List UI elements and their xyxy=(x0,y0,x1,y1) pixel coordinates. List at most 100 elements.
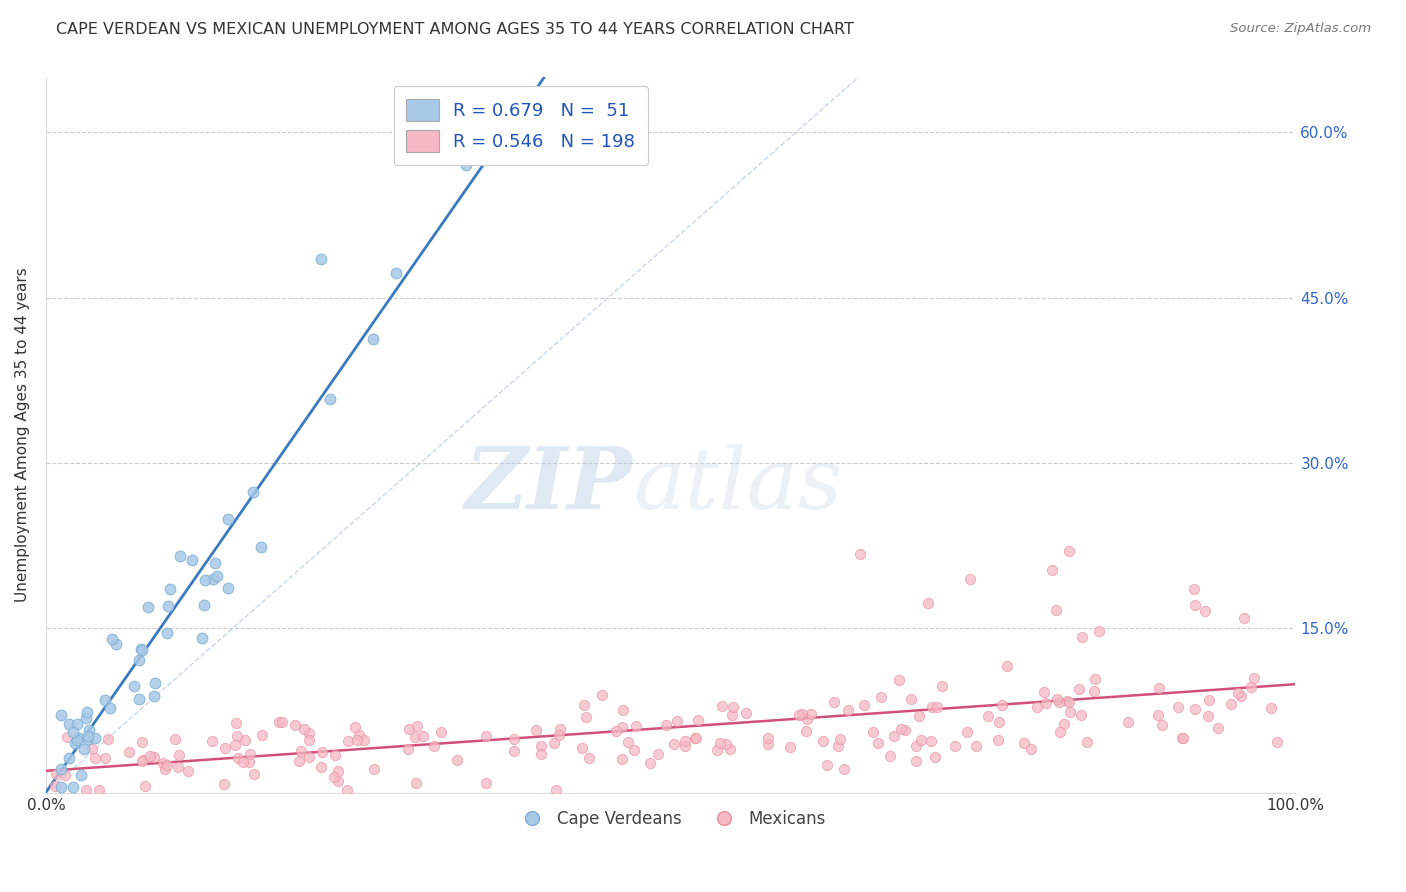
Point xyxy=(889,673,911,687)
Point xyxy=(572,698,595,712)
Point xyxy=(1233,611,1256,625)
Point xyxy=(311,745,333,759)
Point xyxy=(1243,671,1265,685)
Point xyxy=(907,708,929,723)
Point xyxy=(686,713,709,727)
Point xyxy=(84,731,107,746)
Point xyxy=(1146,708,1168,723)
Point xyxy=(217,581,239,595)
Point xyxy=(662,737,685,751)
Point xyxy=(322,770,344,784)
Point xyxy=(987,714,1010,729)
Text: ZIP: ZIP xyxy=(465,443,633,527)
Point xyxy=(153,762,176,776)
Point xyxy=(502,731,524,746)
Point xyxy=(87,783,110,797)
Point xyxy=(890,722,912,736)
Point xyxy=(238,756,260,770)
Point xyxy=(879,749,901,764)
Point xyxy=(924,749,946,764)
Point xyxy=(101,632,124,646)
Point xyxy=(405,776,427,790)
Point xyxy=(869,690,891,704)
Point xyxy=(167,747,190,762)
Point xyxy=(543,736,565,750)
Point xyxy=(578,751,600,765)
Point xyxy=(128,691,150,706)
Point xyxy=(353,733,375,747)
Point xyxy=(640,756,662,771)
Point xyxy=(1184,701,1206,715)
Point xyxy=(756,737,779,751)
Point xyxy=(673,739,696,753)
Point xyxy=(544,783,567,797)
Point xyxy=(143,676,166,690)
Point xyxy=(1070,707,1092,722)
Point xyxy=(1019,742,1042,756)
Point xyxy=(66,717,89,731)
Point xyxy=(212,777,235,791)
Point xyxy=(76,705,98,719)
Point xyxy=(1220,697,1243,711)
Point xyxy=(1047,695,1070,709)
Point xyxy=(292,722,315,736)
Point xyxy=(169,549,191,563)
Point xyxy=(323,747,346,762)
Point xyxy=(337,734,360,748)
Point xyxy=(45,767,67,781)
Point xyxy=(956,725,979,739)
Point xyxy=(927,700,949,714)
Point xyxy=(779,740,801,755)
Point xyxy=(217,512,239,526)
Point xyxy=(1182,582,1205,596)
Point xyxy=(166,760,188,774)
Point xyxy=(721,707,744,722)
Point xyxy=(1035,696,1057,710)
Point xyxy=(1083,684,1105,698)
Point xyxy=(853,698,876,713)
Point xyxy=(796,712,818,726)
Point xyxy=(965,739,987,753)
Point xyxy=(76,732,98,747)
Point xyxy=(454,158,477,172)
Point xyxy=(789,707,811,722)
Point xyxy=(1053,717,1076,731)
Point xyxy=(612,720,634,734)
Point xyxy=(1071,630,1094,644)
Text: CAPE VERDEAN VS MEXICAN UNEMPLOYMENT AMONG AGES 35 TO 44 YEARS CORRELATION CHART: CAPE VERDEAN VS MEXICAN UNEMPLOYMENT AMO… xyxy=(56,22,853,37)
Point xyxy=(214,741,236,756)
Point xyxy=(1197,709,1219,723)
Point xyxy=(243,767,266,781)
Point xyxy=(1040,563,1063,577)
Point xyxy=(349,728,371,742)
Point xyxy=(756,731,779,745)
Point xyxy=(422,739,444,753)
Point xyxy=(53,768,76,782)
Point xyxy=(225,715,247,730)
Point xyxy=(1198,692,1220,706)
Point xyxy=(177,764,200,779)
Legend: Cape Verdeans, Mexicans: Cape Verdeans, Mexicans xyxy=(509,803,832,834)
Point xyxy=(318,392,340,407)
Point xyxy=(530,739,553,754)
Point xyxy=(193,599,215,613)
Point xyxy=(157,599,180,613)
Point xyxy=(1025,700,1047,714)
Point xyxy=(75,711,97,725)
Point xyxy=(336,782,359,797)
Point xyxy=(309,760,332,774)
Point xyxy=(226,729,249,743)
Point xyxy=(735,706,758,721)
Point xyxy=(191,631,214,645)
Point xyxy=(905,754,928,768)
Point xyxy=(405,719,427,733)
Point xyxy=(83,751,105,765)
Point xyxy=(828,731,851,746)
Point xyxy=(159,582,181,596)
Point xyxy=(921,700,943,714)
Point xyxy=(49,762,72,776)
Point xyxy=(1033,685,1056,699)
Point xyxy=(943,739,966,753)
Point xyxy=(714,737,737,751)
Point xyxy=(1059,705,1081,719)
